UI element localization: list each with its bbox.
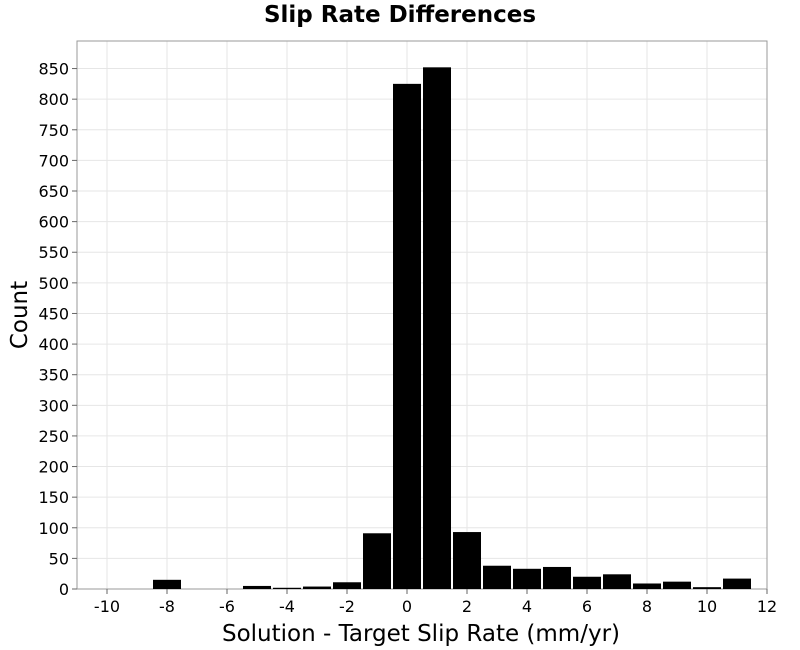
y-tick-label: 300 (38, 396, 69, 415)
histogram-bar (573, 576, 601, 589)
histogram-bar (633, 583, 661, 589)
histogram-bar (363, 533, 391, 589)
x-tick-label: 10 (697, 597, 717, 616)
y-tick-label: 0 (59, 580, 69, 599)
y-tick-label: 450 (38, 304, 69, 323)
y-tick-label: 350 (38, 366, 69, 385)
histogram-bar (333, 582, 361, 589)
y-tick-label: 600 (38, 213, 69, 232)
x-tick-label: 6 (582, 597, 592, 616)
y-tick-label: 150 (38, 488, 69, 507)
x-tick-label: -8 (159, 597, 175, 616)
y-tick-label: 500 (38, 274, 69, 293)
y-tick-label: 250 (38, 427, 69, 446)
axes (72, 68, 768, 594)
bars (153, 67, 751, 589)
y-tick-label: 650 (38, 182, 69, 201)
histogram-bar (273, 587, 301, 589)
histogram-bar (663, 581, 691, 589)
histogram-bar (453, 532, 481, 589)
histogram-bar (513, 568, 541, 589)
y-tick-label: 550 (38, 243, 69, 262)
y-tick-label: 700 (38, 151, 69, 170)
y-tick-label: 750 (38, 121, 69, 140)
y-axis-label: Count (7, 281, 33, 349)
histogram-bar (483, 565, 511, 589)
x-tick-label: -10 (94, 597, 120, 616)
histogram-bar (393, 83, 421, 589)
x-tick-label: 4 (522, 597, 532, 616)
y-tick-label: 850 (38, 60, 69, 79)
y-tick-label: 50 (49, 549, 69, 568)
x-tick-label: -6 (219, 597, 235, 616)
histogram-bar (603, 574, 631, 589)
histogram-bar (423, 67, 451, 589)
histogram-bar (723, 578, 751, 589)
x-tick-label: 2 (462, 597, 472, 616)
x-tick-label: -2 (339, 597, 355, 616)
y-tick-label: 400 (38, 335, 69, 354)
histogram-bar (243, 585, 271, 589)
y-tick-label: 200 (38, 458, 69, 477)
x-tick-label: 12 (757, 597, 777, 616)
plot-area (76, 40, 768, 590)
grid-lines (77, 41, 768, 590)
histogram-bar (153, 579, 181, 589)
y-tick-label: 100 (38, 519, 69, 538)
x-axis-label: Solution - Target Slip Rate (mm/yr) (222, 621, 620, 647)
chart-title: Slip Rate Differences (263, 2, 537, 28)
tick-labels: 0501001502002503003504004505005506006507… (38, 60, 777, 616)
histogram-bar (303, 586, 331, 589)
y-tick-label: 800 (38, 90, 69, 109)
histogram-bar (543, 566, 571, 589)
histogram-bar (693, 587, 721, 589)
x-tick-label: 8 (642, 597, 652, 616)
x-tick-label: -4 (279, 597, 295, 616)
x-tick-label: 0 (402, 597, 412, 616)
